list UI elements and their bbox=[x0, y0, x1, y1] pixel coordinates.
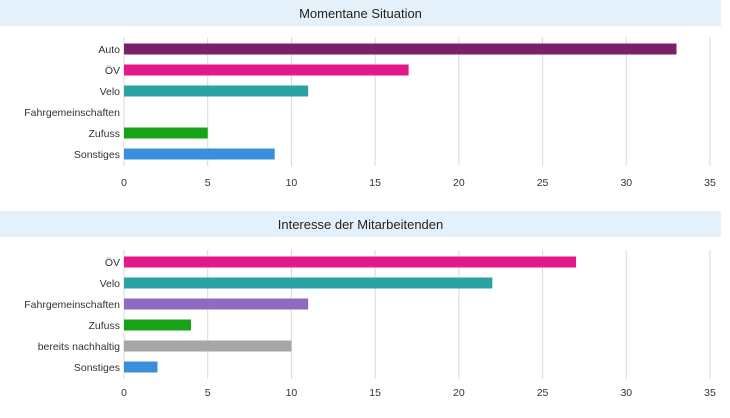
x-tick-label: 30 bbox=[620, 387, 632, 399]
category-label: ÖV bbox=[105, 257, 120, 269]
chart-1: 0 5 10 15 20 25 30 35 Auto ÖV Velo Fahrgemeinschaft… bbox=[24, 37, 716, 189]
bar bbox=[124, 256, 577, 268]
chart-title: Momentane Situation bbox=[0, 0, 721, 26]
category-label: Sonstiges bbox=[74, 362, 120, 374]
category-label: Fahrgemeinschaften bbox=[24, 299, 120, 311]
x-tick-label: 20 bbox=[453, 387, 465, 399]
x-tick-label: 10 bbox=[286, 387, 298, 399]
chart-2: 0 5 10 15 20 25 30 35 ÖV Velo Fahrgemeinschaften Zu… bbox=[24, 250, 716, 399]
category-label: Fahrgemeinschaften bbox=[24, 107, 120, 119]
category-label: Auto bbox=[98, 44, 120, 56]
category-label: Velo bbox=[100, 278, 121, 290]
chart-title: Interesse der Mitarbeitenden bbox=[0, 211, 721, 237]
x-tick-label: 10 bbox=[286, 177, 298, 189]
bar bbox=[124, 127, 208, 139]
bar bbox=[124, 64, 409, 76]
category-label: ÖV bbox=[105, 65, 120, 77]
category-label: Zufuss bbox=[88, 320, 120, 332]
gridlines bbox=[123, 37, 711, 166]
x-tick-label: 15 bbox=[369, 177, 381, 189]
x-tick-label: 35 bbox=[704, 387, 716, 399]
bar bbox=[124, 85, 309, 97]
x-tick-label: 0 bbox=[121, 177, 127, 189]
x-tick-label: 25 bbox=[537, 387, 549, 399]
x-tick-label: 15 bbox=[369, 387, 381, 399]
category-label: bereits nachhaltig bbox=[38, 341, 120, 353]
x-tick-label: 25 bbox=[537, 177, 549, 189]
x-tick-label: 0 bbox=[121, 387, 127, 399]
x-tick-label: 30 bbox=[620, 177, 632, 189]
x-tick-label: 5 bbox=[205, 177, 211, 189]
bar bbox=[124, 361, 158, 373]
bar bbox=[124, 148, 275, 160]
category-label: Velo bbox=[100, 86, 121, 98]
category-label: Sonstiges bbox=[74, 149, 120, 161]
bar bbox=[124, 319, 191, 331]
bar bbox=[124, 43, 677, 55]
category-label: Zufuss bbox=[88, 128, 120, 140]
gridlines bbox=[123, 250, 711, 379]
x-tick-label: 5 bbox=[205, 387, 211, 399]
bar bbox=[124, 298, 309, 310]
x-tick-label: 20 bbox=[453, 177, 465, 189]
x-tick-label: 35 bbox=[704, 177, 716, 189]
bar bbox=[124, 277, 493, 289]
bar bbox=[124, 340, 292, 352]
